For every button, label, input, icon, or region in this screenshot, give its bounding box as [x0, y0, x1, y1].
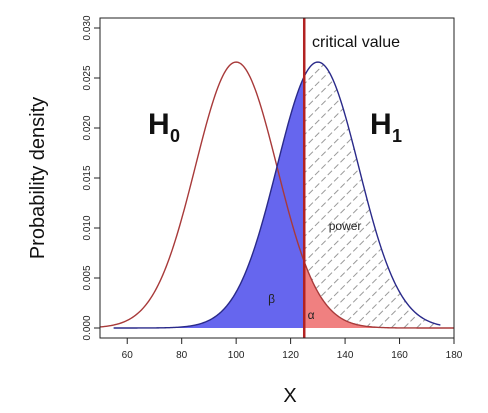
y-axis-label: Probability density: [27, 97, 49, 259]
y-tick-label: 0.010: [82, 215, 93, 240]
h0-label: H 0: [148, 108, 180, 146]
x-tick-label: 180: [446, 350, 463, 361]
critical-value-label: critical value: [312, 34, 400, 51]
x-tick-label: 60: [122, 350, 134, 361]
alpha-label: α: [308, 308, 315, 322]
power-label: power: [329, 219, 362, 233]
h1-label-sub: 1: [392, 126, 402, 146]
y-axis: 0.000 0.005 0.010 0.015 0.020 0.025 0.030: [82, 15, 100, 341]
x-axis: 60 80 100 120 140 160 180: [122, 338, 463, 361]
h0-curve: [100, 61, 454, 329]
h1-label: H 1: [370, 108, 402, 146]
y-tick-label: 0.000: [82, 315, 93, 340]
x-tick-label: 100: [228, 350, 245, 361]
x-tick-label: 120: [282, 350, 299, 361]
h0-label-main: H: [148, 108, 170, 141]
power-region: [304, 62, 441, 328]
curve-layer: [100, 61, 454, 329]
y-tick-label: 0.020: [82, 115, 93, 140]
h1-label-main: H: [370, 108, 392, 141]
beta-region: [113, 76, 305, 328]
beta-label: β: [268, 292, 275, 306]
alpha-region: [304, 261, 454, 328]
y-tick-label: 0.005: [82, 265, 93, 290]
x-axis-label: X: [283, 385, 296, 407]
x-tick-label: 160: [391, 350, 408, 361]
x-tick-label: 80: [176, 350, 188, 361]
region-layer: [113, 62, 454, 328]
h1-curve: [113, 61, 441, 329]
h0-label-sub: 0: [170, 126, 180, 146]
y-tick-label: 0.030: [82, 15, 93, 40]
y-tick-label: 0.015: [82, 165, 93, 190]
y-tick-label: 0.025: [82, 65, 93, 90]
x-tick-label: 140: [337, 350, 354, 361]
